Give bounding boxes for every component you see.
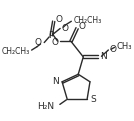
Text: CH₂CH₃: CH₂CH₃ — [73, 16, 102, 25]
Text: N: N — [52, 77, 59, 86]
Text: O: O — [62, 24, 69, 33]
Text: S: S — [91, 95, 96, 104]
Text: O: O — [34, 38, 41, 47]
Text: H₂N: H₂N — [37, 102, 54, 111]
Text: CH₂CH₃: CH₂CH₃ — [1, 47, 30, 56]
Text: P: P — [49, 31, 54, 40]
Text: O: O — [79, 22, 85, 31]
Text: CH₃: CH₃ — [117, 42, 132, 51]
Text: N: N — [100, 52, 107, 61]
Text: O: O — [51, 38, 59, 47]
Text: O: O — [55, 15, 62, 24]
Text: O: O — [109, 45, 116, 54]
